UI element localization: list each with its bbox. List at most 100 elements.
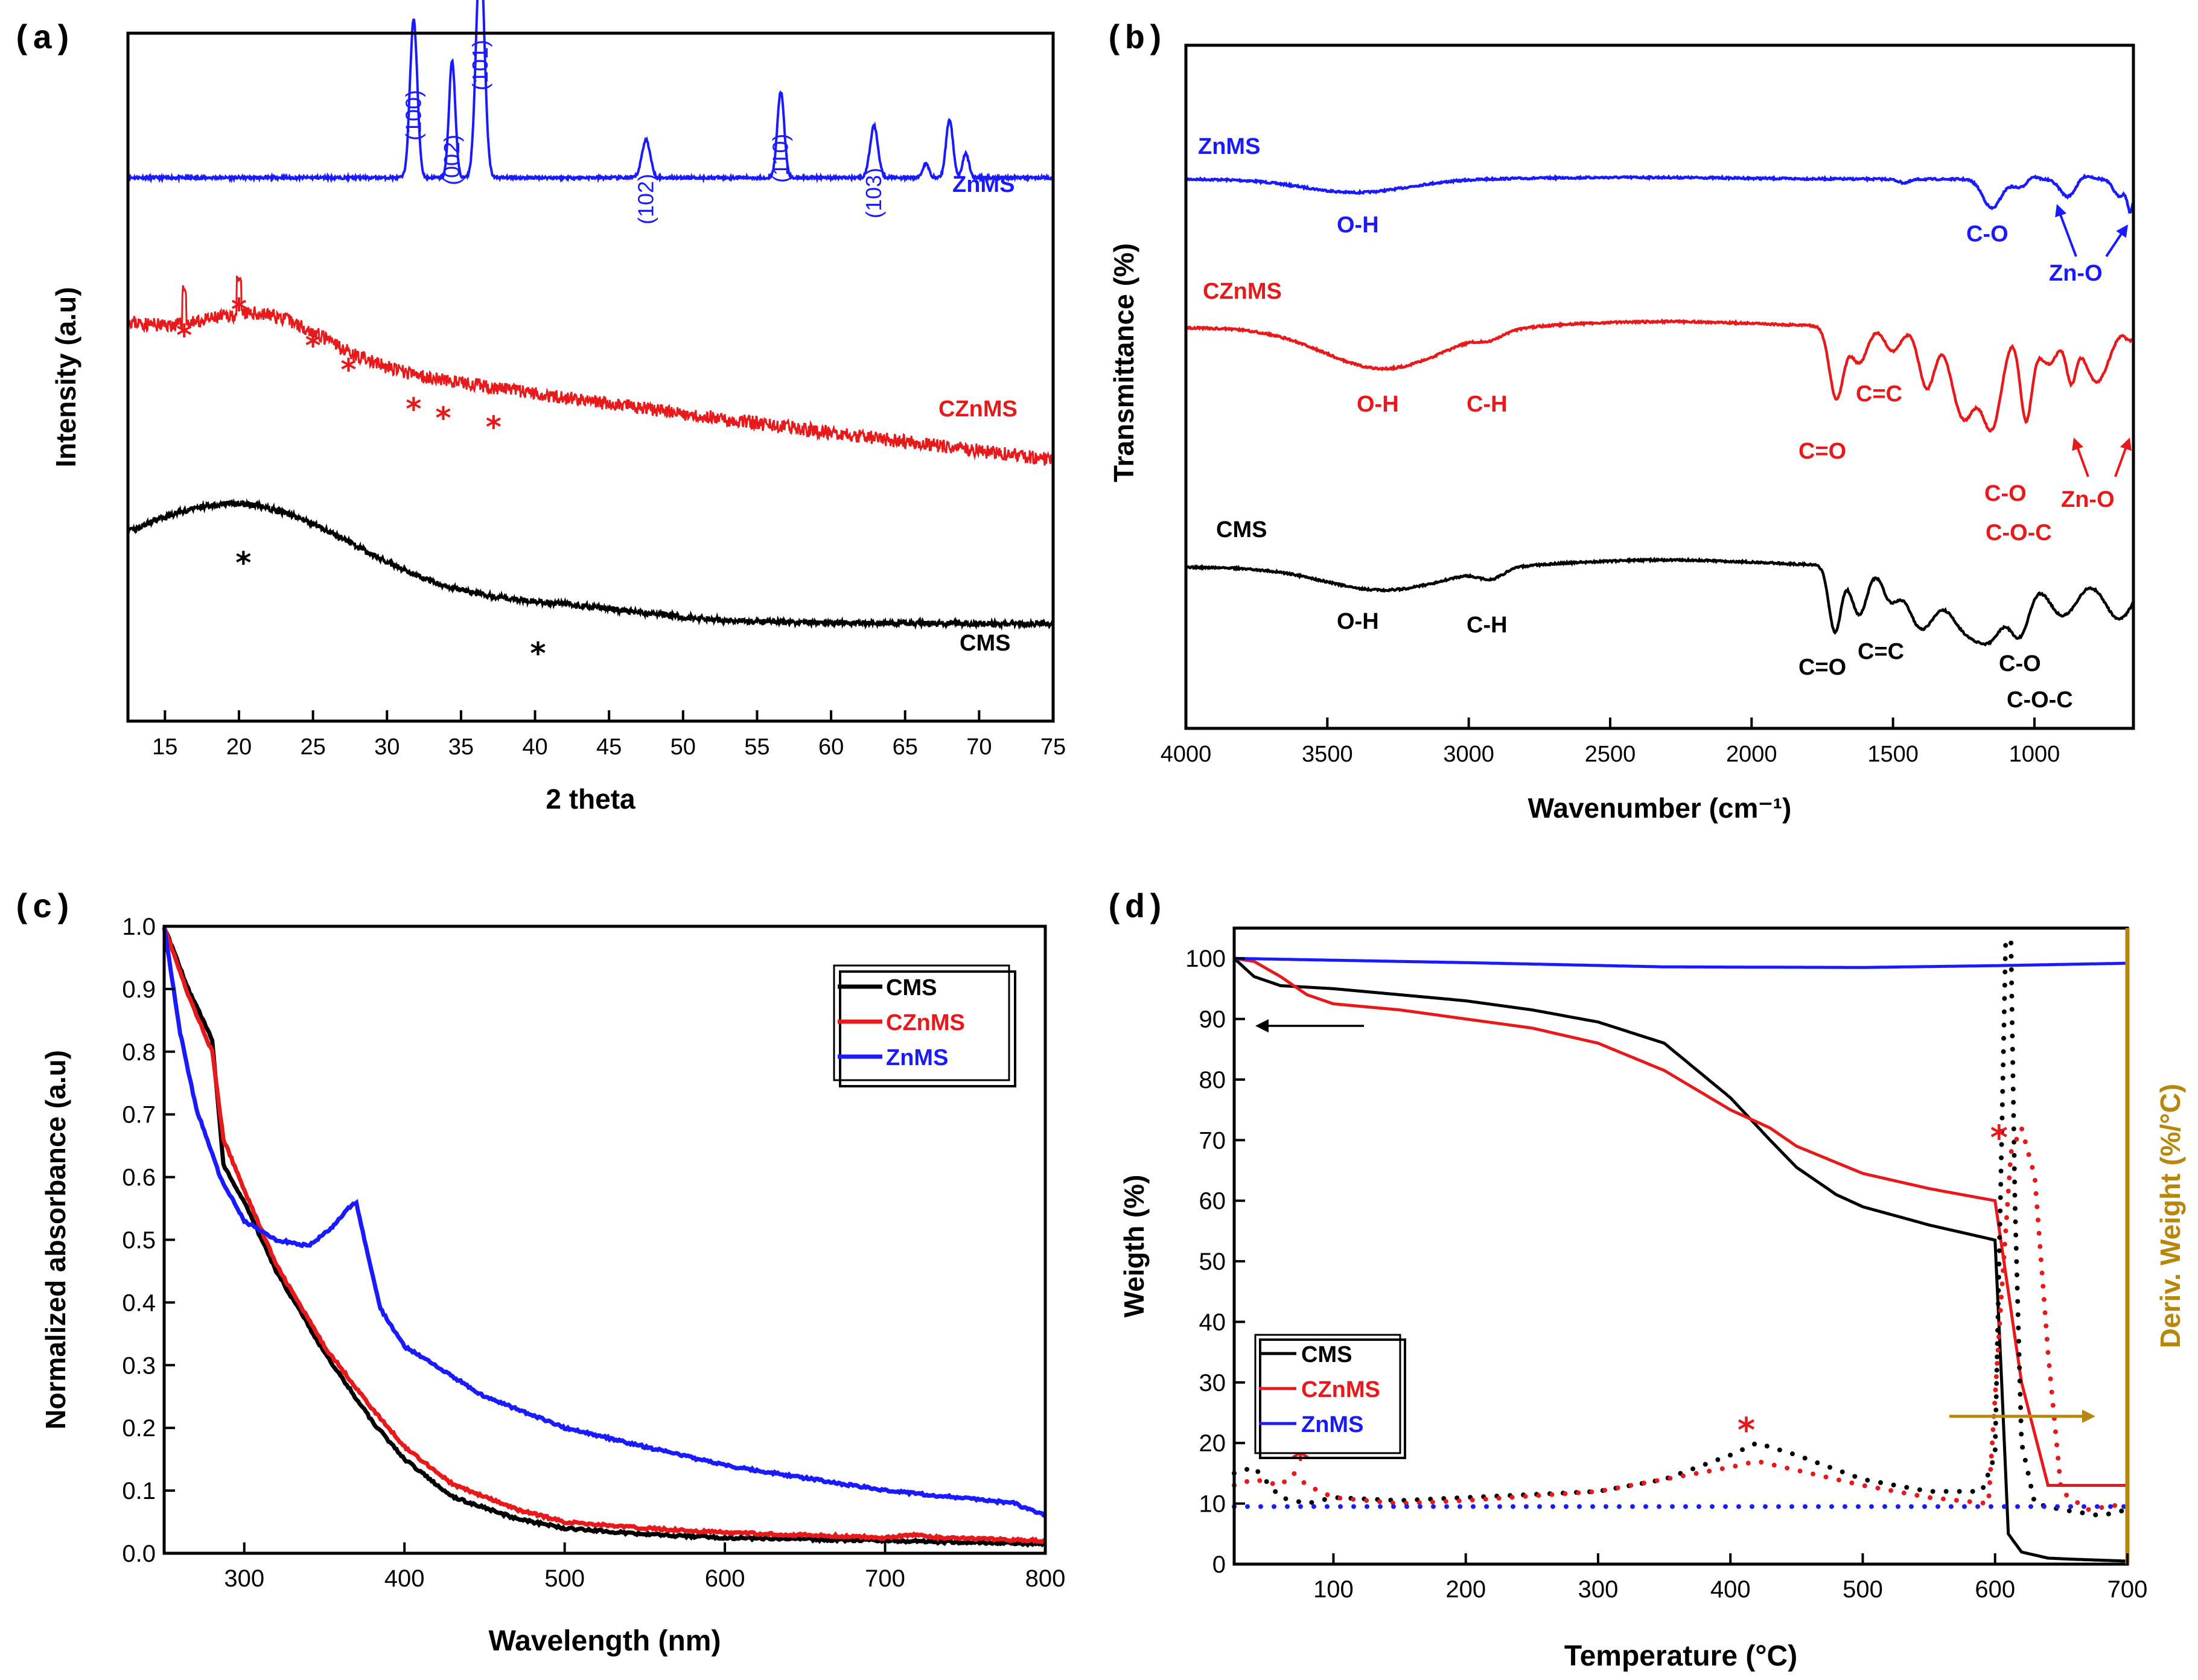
y-tick-label: 0.0	[122, 1541, 156, 1567]
y-tick-label: 30	[1199, 1370, 1226, 1396]
panel-letter-c: (c)	[12, 889, 73, 928]
legend-label: CMS	[886, 975, 937, 1001]
annotation-arrow	[2057, 208, 2077, 257]
y-tick-label: 0.3	[122, 1352, 156, 1379]
y-tick-label: 0.8	[122, 1039, 156, 1066]
arrow-head	[2055, 204, 2067, 218]
asterisk-marker: *	[406, 392, 421, 427]
peak-label: (103)	[861, 168, 886, 218]
y-tick-label: 80	[1199, 1067, 1226, 1093]
band-label: C-O	[1984, 481, 2027, 506]
x-tick-label: 4000	[1161, 742, 1212, 767]
asterisk-marker: *	[176, 318, 192, 353]
series-line-znms	[127, 0, 1054, 184]
series-line-czn	[1234, 956, 2127, 1487]
arrow-head	[2072, 438, 2084, 451]
x-tick-label: 65	[893, 734, 918, 760]
x-tick-label: 75	[1040, 734, 1066, 760]
arrow-head	[2120, 438, 2132, 451]
legend-shadow	[839, 970, 1016, 1087]
x-tick-label: 1000	[2009, 742, 2060, 767]
band-label: O-H	[1357, 392, 1399, 417]
y-axis-title: Weigth (%)	[1118, 1175, 1150, 1318]
x-tick-label: 15	[152, 734, 177, 760]
band-label: C-O-C	[1986, 520, 2052, 546]
series-label-czn: CZnMS	[938, 396, 1018, 422]
y-tick-label: 0.6	[122, 1165, 156, 1191]
band-label: C-O-C	[2007, 687, 2073, 713]
x-tick-label: 3000	[1443, 742, 1494, 767]
x-tick-label: 45	[596, 734, 622, 760]
x-tick-label: 600	[705, 1565, 745, 1592]
x-tick-label: 600	[1975, 1576, 2015, 1603]
y-tick-label: 100	[1185, 946, 1226, 972]
x-tick-label: 200	[1445, 1576, 1486, 1603]
band-label: C=C	[1856, 381, 1902, 407]
x-tick-label: 700	[865, 1565, 905, 1592]
legend-shadow	[1259, 1338, 1406, 1459]
series-line-znms	[1234, 956, 2128, 969]
band-label: O-H	[1337, 609, 1379, 634]
x-tick-label: 55	[744, 734, 769, 760]
deriv-line-cms	[1232, 938, 2130, 1518]
x-axis-title: 2 theta	[546, 783, 636, 815]
asterisk-marker: *	[235, 546, 251, 581]
series-line-znms	[162, 927, 1046, 1518]
peak-label: (102)	[633, 174, 658, 224]
asterisk-marker: *	[340, 352, 356, 387]
band-label: O-H	[1337, 212, 1379, 238]
panel-letter-d: (d)	[1104, 889, 1165, 928]
y-tick-label: 20	[1199, 1430, 1226, 1457]
x-tick-label: 300	[1578, 1576, 1619, 1603]
y-tick-label: 50	[1199, 1249, 1226, 1275]
x-tick-label: 50	[671, 734, 696, 760]
plot-frame-d	[1232, 926, 2129, 1566]
x-tick-label: 30	[374, 734, 400, 760]
y-tick-label: 0.4	[122, 1290, 156, 1316]
series-line-cms	[162, 926, 1046, 1548]
x-tick-label: 3500	[1302, 742, 1353, 767]
annotation-arrow	[2075, 443, 2089, 477]
asterisk-marker: *	[530, 636, 546, 671]
series-line-znms	[1184, 173, 2135, 214]
x-tick-label: 800	[1025, 1565, 1066, 1592]
x-tick-label: 25	[300, 734, 325, 760]
legend-label: CMS	[1301, 1342, 1352, 1367]
x-tick-label: 40	[522, 734, 547, 760]
series-label-znms: ZnMS	[952, 172, 1015, 197]
y-axis-title: Intensity (a.u)	[50, 287, 81, 467]
series-line-czn	[127, 275, 1054, 466]
panel-letter-a: (a)	[12, 20, 73, 59]
band-label: Zn-O	[2061, 487, 2115, 512]
series-label-znms: ZnMS	[1198, 134, 1260, 159]
x-tick-label: 400	[384, 1565, 425, 1592]
arrow-head	[2116, 224, 2128, 238]
x-tick-label: 500	[544, 1565, 585, 1592]
y-axis-title: Transmittance (%)	[1108, 243, 1139, 482]
plot-frame-b	[1184, 43, 2135, 730]
x-tick-label: 400	[1710, 1576, 1751, 1603]
y-tick-label: 10	[1199, 1491, 1226, 1518]
x-axis-title: Wavenumber (cm⁻¹)	[1528, 792, 1792, 824]
legend-label: CZnMS	[1301, 1377, 1380, 1402]
plot-frame-a	[126, 31, 1055, 723]
y-tick-label: 0	[1212, 1551, 1226, 1578]
band-label: C=O	[1798, 655, 1846, 680]
band-label: C=O	[1798, 439, 1846, 464]
legend-label: CZnMS	[886, 1010, 965, 1036]
series-line-cms	[1185, 556, 2135, 647]
x-tick-label: 20	[226, 734, 252, 760]
asterisk-marker: *	[486, 410, 502, 445]
band-label: C-H	[1467, 612, 1508, 638]
band-label: C-H	[1467, 392, 1508, 417]
band-label: Zn-O	[2049, 261, 2103, 286]
legend-label: ZnMS	[886, 1045, 948, 1071]
x-tick-label: 70	[966, 734, 992, 760]
band-label: C-O	[1999, 651, 2041, 676]
y-tick-label: 0.5	[122, 1227, 156, 1254]
peak-label: (101)	[468, 40, 492, 91]
y-tick-label: 40	[1199, 1309, 1226, 1335]
series-line-czn	[1185, 318, 2133, 433]
y-tick-label: 0.7	[122, 1102, 156, 1128]
